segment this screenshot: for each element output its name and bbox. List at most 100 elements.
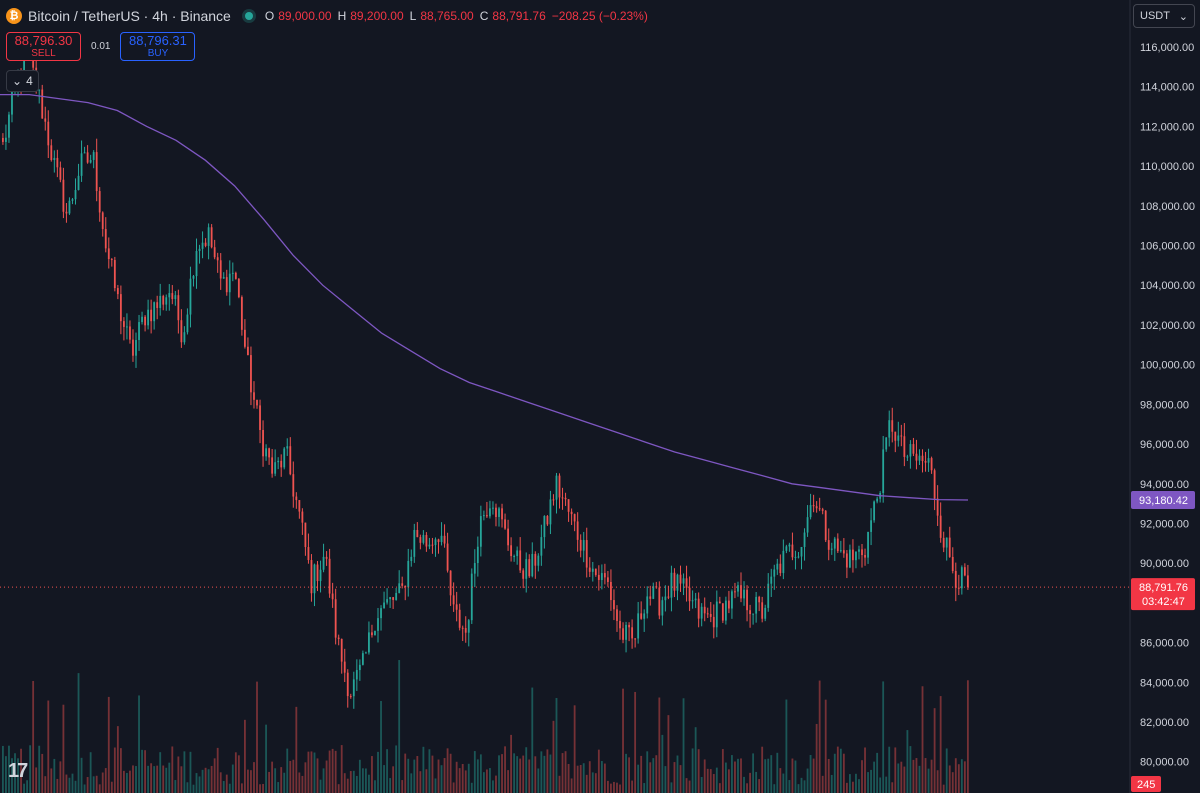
candle-body (507, 528, 509, 546)
candle-body (119, 294, 122, 322)
volume-bar (62, 704, 65, 793)
volume-bar (113, 747, 116, 793)
volume-bar (413, 759, 416, 793)
candle-body (534, 553, 537, 566)
candle-body (625, 624, 627, 640)
candle-body (307, 547, 310, 561)
candle-body (92, 152, 95, 160)
volume-bar (549, 754, 552, 793)
y-tick-label: 104,000.00 (1140, 280, 1195, 292)
volume-bar (159, 752, 162, 793)
candle-body (77, 175, 80, 190)
sell-label: SELL (31, 47, 56, 59)
volume-bar (558, 775, 561, 793)
candle-body (888, 420, 891, 438)
volume-bar (658, 697, 661, 793)
candle-body (891, 420, 894, 432)
volume-bar (83, 784, 86, 793)
volume-bar (942, 784, 945, 793)
candle-body (422, 535, 425, 543)
volume-bar (833, 753, 836, 793)
candle-body (827, 540, 830, 550)
volume-bar (755, 771, 758, 793)
volume-bar (809, 754, 812, 793)
volume-bar (815, 723, 818, 793)
candle-body (573, 514, 576, 522)
candle-body (833, 538, 836, 549)
candle-body (168, 293, 171, 298)
volume-bar (849, 774, 851, 793)
volume-bar (116, 726, 119, 793)
candle-body (328, 558, 331, 594)
indicators-toggle-button[interactable]: ⌄ 4 (6, 70, 39, 92)
volume-bar (546, 749, 549, 793)
currency-selected: USDT (1140, 10, 1170, 22)
candle-body (616, 609, 618, 621)
candle-body (694, 598, 697, 601)
ma-value-label: 93,180.42 (1139, 495, 1188, 507)
volume-bar (498, 755, 500, 793)
candle-body (767, 583, 770, 608)
tradingview-logo[interactable]: 17 (8, 760, 28, 782)
candle-body (192, 276, 195, 279)
buy-button[interactable]: 88,796.31 BUY (120, 32, 196, 61)
volume-bar (53, 758, 56, 793)
candle-body (304, 522, 307, 548)
y-tick-label: 96,000.00 (1140, 439, 1189, 451)
volume-bar (437, 759, 440, 793)
volume-bar (343, 773, 346, 793)
candle-body (86, 152, 89, 163)
volume-bar (404, 753, 407, 793)
volume-bar (839, 748, 842, 793)
volume-bar (313, 752, 316, 793)
candle-body (724, 600, 727, 621)
volume-bar (23, 783, 25, 793)
candle-body (301, 511, 304, 523)
currency-select[interactable]: USDT ⌄ (1133, 4, 1195, 28)
candle-body (271, 457, 274, 474)
volume-bar (806, 768, 809, 793)
volume-bar (861, 760, 863, 793)
volume-bar (280, 767, 283, 793)
volume-bar (8, 745, 10, 793)
volume-bar (307, 751, 310, 793)
candle-body (65, 211, 68, 214)
volume-bar (960, 759, 963, 793)
volume-bar (591, 772, 594, 793)
volume-bar (380, 701, 382, 793)
volume-bar (504, 746, 506, 793)
sell-button[interactable]: 88,796.30 SELL (6, 32, 81, 61)
candle-body (171, 293, 174, 300)
volume-bar (334, 750, 337, 793)
volume-bar (262, 783, 264, 793)
candle-body (718, 601, 721, 604)
y-tick-label: 80,000.00 (1140, 757, 1189, 769)
candle-body (62, 179, 65, 212)
symbol-title[interactable]: Bitcoin / TetherUS · 4h · Binance (28, 8, 231, 24)
candle-body (679, 574, 682, 584)
bitcoin-icon: ₿ (6, 8, 22, 24)
candle-body (253, 392, 255, 400)
candle-body (482, 515, 485, 517)
candle-body (428, 544, 431, 547)
candle-body (361, 653, 364, 665)
volume-bar (764, 759, 767, 793)
volume-bar (410, 773, 413, 793)
candle-body (259, 405, 261, 430)
volume-bar (434, 778, 437, 793)
candle-body (519, 550, 522, 571)
volume-bar (579, 764, 582, 793)
candle-body (631, 627, 634, 639)
candle-body (495, 507, 497, 517)
volume-bar (322, 768, 325, 793)
high-key: H (337, 9, 347, 23)
volume-bar (682, 698, 685, 793)
volume-bar (11, 758, 13, 793)
candle-body (210, 227, 213, 248)
volume-bar (283, 772, 286, 793)
volume-bar (425, 769, 428, 793)
volume-bar (652, 758, 655, 793)
volume-bar (610, 783, 612, 793)
candle-body (528, 559, 531, 577)
